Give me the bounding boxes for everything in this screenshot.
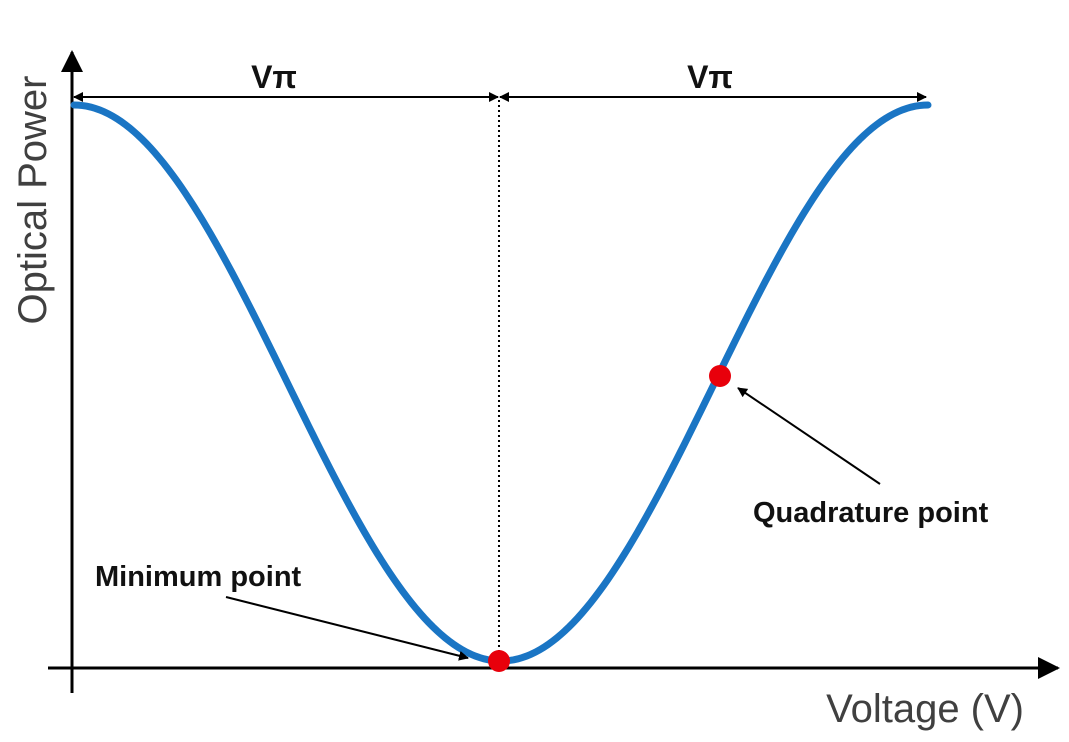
minimum-point-marker [488,650,510,672]
x-axis-title: Voltage (V) [826,687,1024,731]
quadrature-point-label: Quadrature point [753,497,989,529]
left-span-label: Vπ [251,59,297,95]
y-axis-title: Optical Power [11,76,55,325]
minimum-point-pointer [225,596,469,661]
quadrature-point-marker [709,365,731,387]
quadrature-point-pointer [737,387,881,485]
minimum-point-label: Minimum point [95,561,302,593]
right-span-label: Vπ [687,59,733,95]
